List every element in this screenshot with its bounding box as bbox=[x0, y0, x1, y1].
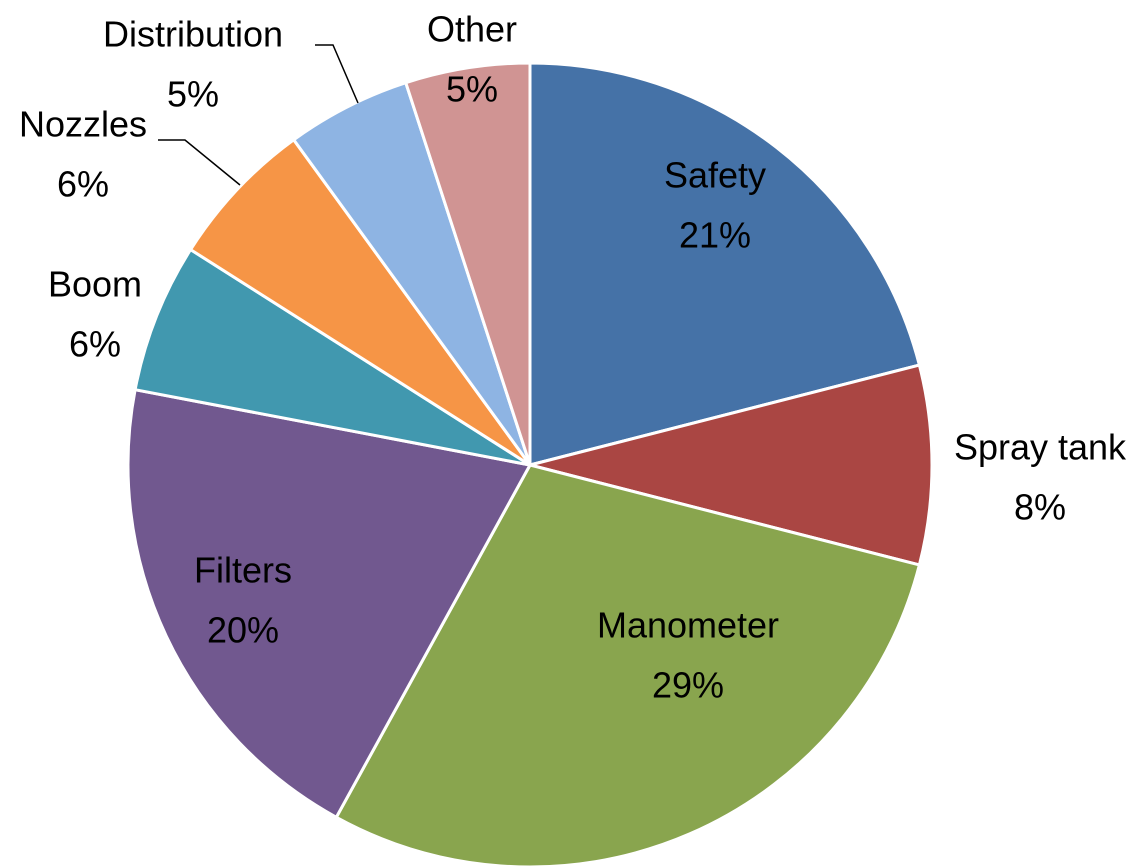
value-label: 29% bbox=[652, 665, 724, 706]
value-label: 21% bbox=[679, 215, 751, 256]
pie-slice bbox=[126, 387, 533, 820]
category-label: Other bbox=[427, 9, 517, 50]
leader-line bbox=[158, 139, 241, 186]
value-label: 5% bbox=[446, 69, 498, 110]
value-label: 6% bbox=[57, 164, 109, 205]
pie-slice bbox=[528, 61, 922, 467]
value-label: 6% bbox=[69, 324, 121, 365]
pie-slice bbox=[403, 61, 532, 466]
pie-slice bbox=[334, 463, 922, 866]
value-label: 8% bbox=[1014, 487, 1066, 528]
category-label: Filters bbox=[194, 550, 292, 591]
pie-slice bbox=[188, 137, 532, 467]
category-label: Nozzles bbox=[19, 104, 147, 145]
category-label: Boom bbox=[48, 264, 142, 305]
value-label: 5% bbox=[167, 74, 219, 115]
leader-line bbox=[315, 44, 359, 104]
category-label: Spray tank bbox=[954, 427, 1127, 468]
category-label: Manometer bbox=[597, 605, 779, 646]
category-label: Safety bbox=[664, 155, 766, 196]
value-label: 20% bbox=[207, 610, 279, 651]
category-label: Distribution bbox=[103, 14, 283, 55]
pie-slice bbox=[133, 247, 531, 467]
pie-slice bbox=[529, 363, 934, 567]
